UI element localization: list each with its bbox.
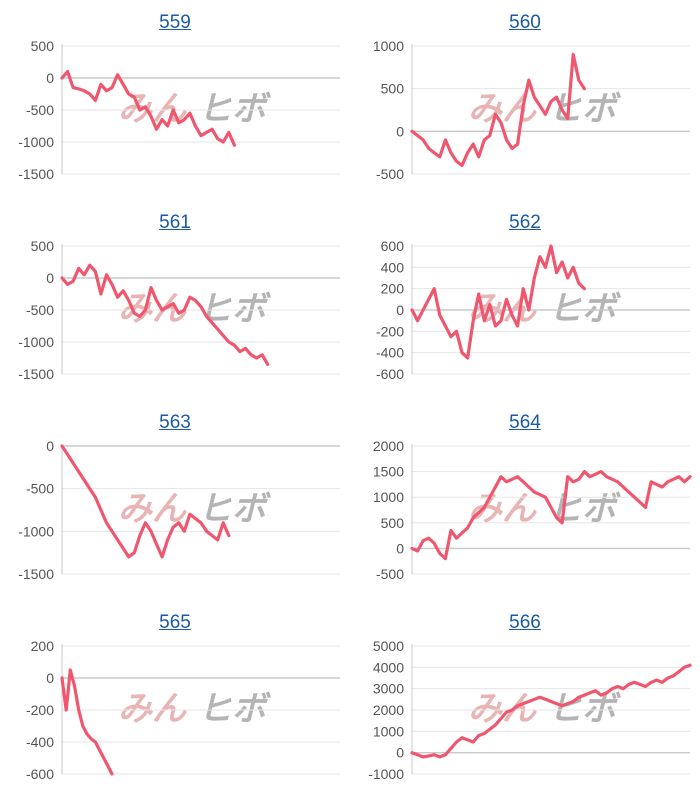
line-chart: みん ヒボ 500 0 -500 -1000 -1500 — [18, 238, 340, 382]
y-tick-label: 0 — [396, 540, 404, 556]
watermark-text-2: ヒボ — [198, 489, 271, 529]
y-tick-label: 5000 — [373, 638, 404, 654]
chart-panel-564: 564 みん ヒボ 2000 1500 1000 500 0 -500 — [350, 400, 700, 600]
y-tick-label: -1500 — [18, 366, 54, 382]
series-line — [60, 263, 270, 366]
series-line — [410, 663, 692, 759]
chart-title-link[interactable]: 559 — [159, 12, 191, 33]
watermark-text-1: みん — [468, 689, 537, 729]
chart-title-link[interactable]: 561 — [159, 212, 191, 233]
watermark-text-2: ヒボ — [198, 289, 271, 329]
y-tick-label: 1000 — [373, 489, 404, 505]
y-tick-label: -600 — [26, 766, 54, 782]
y-tick-label: 3000 — [373, 681, 404, 697]
watermark-logo: みん ヒボ — [118, 89, 271, 129]
y-tick-label: 500 — [31, 38, 55, 54]
watermark-text-2: ヒボ — [198, 89, 271, 129]
y-tick-label: 1000 — [373, 38, 404, 54]
line-chart: みん ヒボ 0 -500 -1000 -1500 — [18, 438, 340, 582]
watermark-text-2: ヒボ — [198, 689, 271, 729]
chart-panel-562: 562 みん ヒボ 600 400 200 0 -200 -400 -600 — [350, 200, 700, 400]
y-tick-label: -500 — [26, 302, 54, 318]
watermark-text-1: みん — [118, 689, 187, 729]
watermark-text-2: ヒボ — [548, 289, 621, 329]
watermark-logo: みん ヒボ — [468, 689, 621, 729]
watermark-text-1: みん — [118, 489, 187, 529]
y-tick-label: 200 — [31, 638, 55, 654]
y-tick-label: 2000 — [373, 702, 404, 718]
watermark-text-2: ヒボ — [548, 89, 621, 129]
series-line — [410, 469, 692, 561]
y-tick-label: -400 — [26, 734, 54, 750]
watermark-logo: みん ヒボ — [118, 289, 271, 329]
chart-title-link[interactable]: 566 — [509, 612, 541, 633]
y-tick-label: 0 — [396, 123, 404, 139]
series-line — [60, 444, 231, 559]
y-tick-label: 0 — [46, 670, 54, 686]
y-tick-label: -200 — [26, 702, 54, 718]
y-tick-label: -1500 — [18, 166, 54, 182]
y-tick-label: 0 — [46, 70, 54, 86]
y-tick-label: -500 — [376, 566, 404, 582]
y-tick-label: 200 — [381, 281, 405, 297]
y-tick-label: -500 — [376, 166, 404, 182]
y-tick-label: 2000 — [373, 438, 404, 454]
y-tick-label: 0 — [46, 270, 54, 286]
y-tick-label: 500 — [381, 81, 405, 97]
y-tick-label: 0 — [46, 438, 54, 454]
chart-title-link[interactable]: 563 — [159, 412, 191, 433]
y-tick-label: -1000 — [368, 766, 404, 782]
chart-panel-560: 560 みん ヒボ 1000 500 0 -500 — [350, 0, 700, 200]
y-tick-label: 1000 — [373, 723, 404, 739]
y-tick-label: 0 — [396, 745, 404, 761]
y-tick-label: 4000 — [373, 659, 404, 675]
chart-panel-565: 565 みん ヒボ 200 0 -200 -400 -600 — [0, 600, 350, 800]
y-tick-label: 600 — [381, 238, 405, 254]
y-tick-label: -1000 — [18, 334, 54, 350]
y-tick-label: -1000 — [18, 134, 54, 150]
series-line — [60, 69, 236, 147]
line-chart: みん ヒボ 5000 4000 3000 2000 1000 0 -1000 — [368, 638, 692, 782]
y-tick-label: 500 — [31, 238, 55, 254]
chart-title-link[interactable]: 564 — [509, 412, 541, 433]
y-tick-label: -400 — [376, 345, 404, 361]
series-line — [410, 52, 586, 168]
y-tick-label: -1500 — [18, 566, 54, 582]
chart-panel-561: 561 みん ヒボ 500 0 -500 -1000 -1500 — [0, 200, 350, 400]
line-chart: みん ヒボ 1000 500 0 -500 — [373, 38, 690, 182]
series-line — [410, 244, 586, 360]
watermark-logo: みん ヒボ — [468, 89, 621, 129]
y-tick-label: 500 — [381, 515, 405, 531]
y-tick-label: 400 — [381, 259, 405, 275]
y-tick-label: -500 — [26, 102, 54, 118]
chart-panel-566: 566 みん ヒボ 5000 4000 3000 2000 1000 0 -1000 — [350, 600, 700, 800]
watermark-logo: みん ヒボ — [118, 489, 271, 529]
chart-panel-559: 559 みん ヒボ 500 0 -500 -1000 -1500 — [0, 0, 350, 200]
chart-panel-563: 563 みん ヒボ 0 -500 -1000 -1500 — [0, 400, 350, 600]
chart-title-link[interactable]: 560 — [509, 12, 541, 33]
watermark-logo: みん ヒボ — [118, 689, 271, 729]
line-chart: みん ヒボ 500 0 -500 -1000 -1500 — [18, 38, 340, 182]
chart-title-link[interactable]: 562 — [509, 212, 541, 233]
series-line — [60, 668, 114, 776]
y-tick-label: -600 — [376, 366, 404, 382]
chart-title-link[interactable]: 565 — [159, 612, 191, 633]
y-tick-label: -1000 — [18, 523, 54, 539]
y-tick-label: -500 — [26, 481, 54, 497]
y-tick-label: 0 — [396, 302, 404, 318]
y-tick-label: -200 — [376, 323, 404, 339]
line-chart: みん ヒボ 200 0 -200 -400 -600 — [26, 638, 340, 782]
y-tick-label: 1500 — [373, 464, 404, 480]
